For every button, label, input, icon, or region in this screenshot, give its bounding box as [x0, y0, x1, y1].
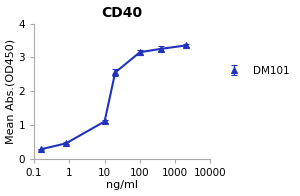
Y-axis label: Mean Abs.(OD450): Mean Abs.(OD450) — [6, 38, 16, 144]
X-axis label: ng/ml: ng/ml — [106, 181, 138, 191]
Title: CD40: CD40 — [102, 5, 143, 20]
Legend: DM101: DM101 — [219, 62, 293, 80]
